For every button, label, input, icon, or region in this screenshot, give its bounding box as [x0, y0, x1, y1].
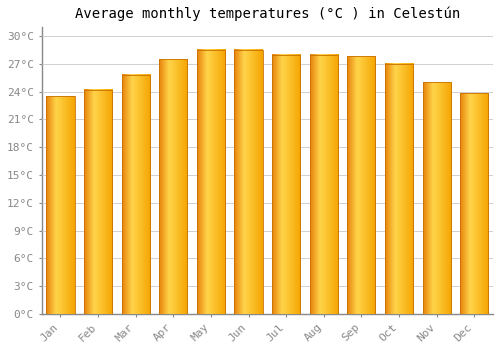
Bar — [84, 90, 112, 314]
Bar — [159, 59, 188, 314]
Bar — [197, 50, 225, 314]
Bar — [272, 55, 300, 314]
Bar — [122, 75, 150, 314]
Bar — [422, 82, 450, 314]
Bar — [46, 96, 74, 314]
Title: Average monthly temperatures (°C ) in Celestún: Average monthly temperatures (°C ) in Ce… — [74, 7, 460, 21]
Bar — [234, 50, 262, 314]
Bar — [348, 56, 376, 314]
Bar — [310, 55, 338, 314]
Bar — [385, 64, 413, 314]
Bar — [460, 93, 488, 314]
